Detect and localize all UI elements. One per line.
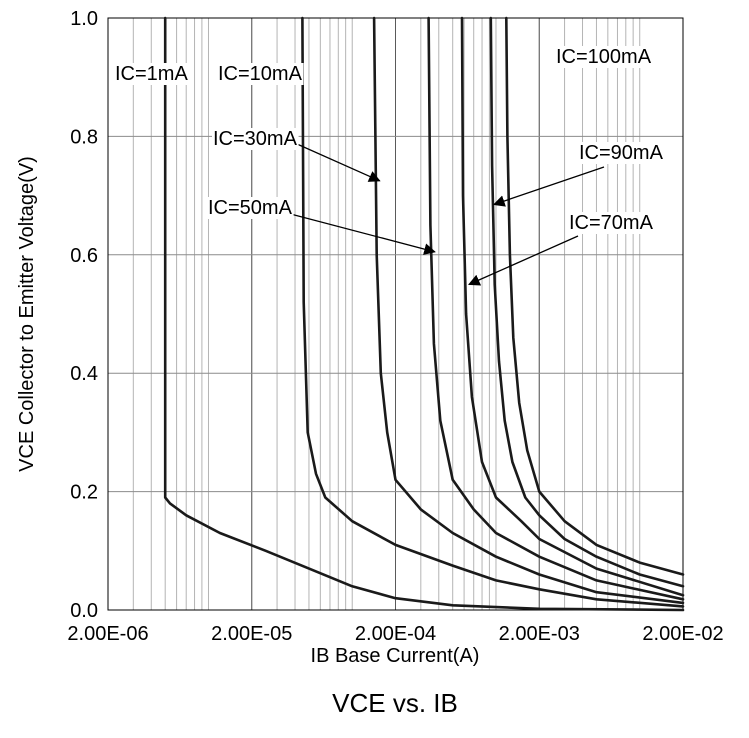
x-tick-label: 2.00E-06	[67, 623, 148, 645]
annotation-label-bg	[114, 63, 190, 85]
annotation-label: IC=70mA	[569, 212, 654, 234]
x-axis-label: IB Base Current(A)	[311, 645, 480, 667]
y-tick-label: 0.6	[70, 245, 98, 267]
y-tick-label: 0.4	[70, 363, 98, 385]
annotations: IC=1mA IC=10mA IC=30mA IC=50mA IC=70mA IC=90m…	[114, 46, 665, 286]
annotation-label-bg	[212, 128, 299, 150]
annotation-label-bg	[555, 46, 653, 68]
annotation-label: IC=1mA	[115, 63, 188, 85]
series-line-ic-50ma	[427, 16, 685, 601]
y-tick-label: 0.2	[70, 482, 98, 504]
y-tick-label: 0.0	[70, 600, 98, 622]
series-lines	[163, 16, 685, 612]
series-line-ic-10ma	[301, 16, 685, 608]
x-tick-label: 2.00E-03	[499, 623, 580, 645]
x-tick-label: 2.00E-04	[355, 623, 436, 645]
y-axis-ticks: 0.0 0.2 0.4 0.6 0.8 1.0	[70, 8, 98, 622]
annotation-label: IC=30mA	[213, 128, 298, 150]
y-tick-label: 1.0	[70, 8, 98, 30]
x-tick-label: 2.00E-02	[642, 623, 723, 645]
series-line-ic-90ma	[489, 16, 685, 588]
annotation-arrow	[492, 166, 605, 207]
x-tick-label: 2.00E-05	[211, 623, 292, 645]
y-axis-label: VCE Collector to Emitter Voltage(V)	[16, 156, 38, 472]
annotation-arrow	[468, 235, 579, 286]
annotation-label-bg	[207, 197, 294, 219]
x-axis-ticks: 2.00E-06 2.00E-05 2.00E-04 2.00E-03 2.00E-02	[67, 623, 723, 645]
series-line-ic-70ma	[460, 16, 685, 597]
annotation-label-bg	[578, 142, 665, 164]
series-line-ic-1ma	[163, 16, 685, 612]
annotation-label-bg	[217, 63, 304, 85]
chart-title: VCE vs. IB	[332, 688, 458, 718]
annotation-label: IC=10mA	[218, 63, 303, 85]
annotation-arrow	[287, 139, 381, 182]
plot-area-border	[107, 17, 684, 611]
y-tick-label: 0.8	[70, 126, 98, 148]
series-line-ic-30ma	[372, 16, 685, 605]
series-line-ic-100ma	[504, 16, 685, 576]
annotation-label-bg	[568, 212, 655, 234]
grid	[108, 18, 683, 610]
annotation-arrow	[282, 211, 436, 255]
annotation-label: IC=100mA	[556, 46, 652, 68]
annotation-label: IC=50mA	[208, 197, 293, 219]
annotation-label: IC=90mA	[579, 142, 664, 164]
